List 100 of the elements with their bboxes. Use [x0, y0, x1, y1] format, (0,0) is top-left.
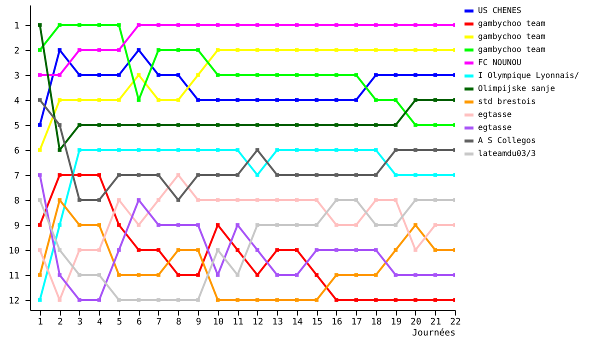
point: [275, 248, 279, 252]
point: [136, 98, 141, 102]
point: [97, 298, 102, 302]
point: [354, 73, 358, 77]
point: [433, 173, 438, 177]
point: [58, 273, 62, 277]
point: [294, 248, 299, 252]
point: [38, 148, 42, 152]
y-tick-label: 3: [14, 72, 20, 82]
point: [433, 123, 438, 127]
point: [216, 148, 220, 152]
point: [433, 198, 438, 202]
point: [334, 98, 338, 102]
point: [334, 73, 338, 77]
x-tick-label: 5: [116, 318, 122, 328]
point: [433, 23, 438, 27]
point: [78, 173, 82, 177]
point: [38, 198, 42, 202]
point: [275, 23, 279, 27]
point: [255, 173, 260, 177]
point: [255, 98, 260, 102]
point: [136, 123, 141, 127]
point: [354, 173, 358, 177]
point: [38, 98, 42, 102]
point: [236, 223, 240, 227]
point: [176, 223, 180, 227]
point: [176, 198, 180, 202]
x-tick-label: 8: [176, 318, 182, 328]
point: [354, 223, 358, 227]
x-tick-label: 10: [212, 318, 224, 328]
point: [354, 298, 358, 302]
point: [314, 73, 318, 77]
point: [255, 148, 260, 152]
x-tick-label: 18: [371, 318, 382, 328]
point: [176, 148, 180, 152]
legend-label: gambychoo team: [478, 45, 546, 54]
point: [117, 98, 121, 102]
point: [136, 223, 141, 227]
point: [433, 148, 438, 152]
point: [176, 48, 180, 52]
point: [156, 173, 160, 177]
point: [394, 148, 398, 152]
point: [394, 48, 398, 52]
point: [97, 98, 102, 102]
point: [334, 123, 338, 127]
point: [275, 223, 279, 227]
point: [314, 148, 318, 152]
point: [196, 298, 200, 302]
y-tick-label: 4: [14, 96, 20, 106]
point: [216, 98, 220, 102]
legend-label: gambychoo team: [478, 32, 546, 41]
point: [117, 298, 121, 302]
x-tick-label: 1: [38, 318, 44, 328]
point: [117, 148, 121, 152]
point: [394, 173, 398, 177]
point: [294, 148, 299, 152]
point: [176, 173, 180, 177]
point: [156, 23, 160, 27]
point: [97, 273, 102, 277]
point: [196, 123, 200, 127]
point: [334, 23, 338, 27]
point: [38, 23, 42, 27]
point: [255, 298, 260, 302]
point: [236, 298, 240, 302]
point: [136, 48, 141, 52]
point: [275, 123, 279, 127]
point: [414, 248, 418, 252]
legend-label: US CHENES: [478, 6, 522, 15]
point: [216, 123, 220, 127]
x-tick-label: 22: [450, 318, 461, 328]
point: [117, 123, 121, 127]
point: [275, 98, 279, 102]
point: [275, 198, 279, 202]
point: [176, 73, 180, 77]
point: [255, 48, 260, 52]
point: [294, 298, 299, 302]
x-axis-title: Journées: [412, 328, 456, 338]
point: [236, 23, 240, 27]
point: [275, 173, 279, 177]
point: [117, 173, 121, 177]
x-tick-label: 17: [351, 318, 362, 328]
point: [97, 173, 102, 177]
point: [394, 73, 398, 77]
point: [216, 23, 220, 27]
point: [38, 248, 42, 252]
point: [136, 148, 141, 152]
point: [314, 198, 318, 202]
point: [374, 298, 378, 302]
point: [216, 173, 220, 177]
x-tick-label: 4: [96, 318, 102, 328]
point: [176, 123, 180, 127]
point: [275, 73, 279, 77]
point: [196, 248, 200, 252]
point: [156, 273, 160, 277]
point: [117, 248, 121, 252]
point: [58, 148, 62, 152]
y-tick-label: 2: [14, 46, 20, 56]
point: [156, 298, 160, 302]
point: [117, 198, 121, 202]
point: [156, 148, 160, 152]
